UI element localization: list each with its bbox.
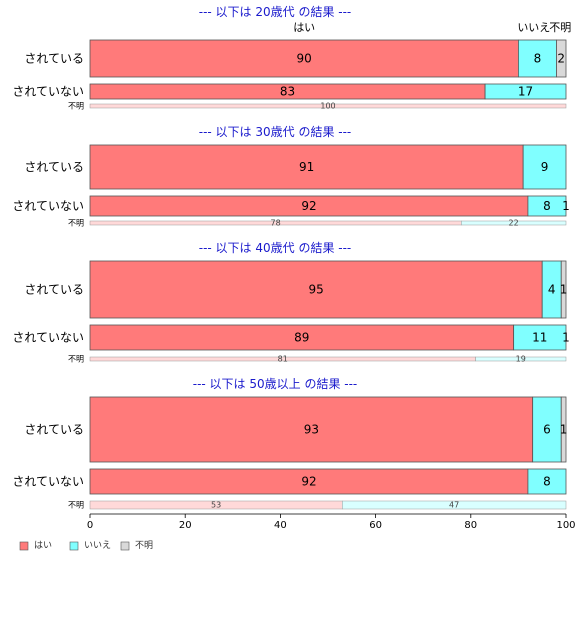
data-label: 1 [560, 423, 568, 437]
legend-swatch [19, 541, 29, 551]
data-label: 8 [534, 52, 542, 66]
data-label: 8 [543, 475, 551, 489]
legend-label: いいえ [84, 540, 111, 551]
data-label: 89 [294, 331, 309, 345]
data-label: 17 [518, 85, 533, 99]
bar-segment [89, 260, 543, 319]
data-label: 6 [543, 423, 551, 437]
data-label: 19 [516, 355, 526, 364]
bar-segment [484, 83, 567, 100]
x-tick-label: 20 [179, 520, 192, 531]
data-label: 92 [301, 199, 316, 213]
bar-segment [89, 103, 567, 109]
x-tick-label: 100 [556, 520, 575, 531]
data-label: 83 [280, 85, 295, 99]
data-label: 81 [278, 355, 288, 364]
category-label: されていない [12, 85, 84, 99]
category-label: 不明 [68, 102, 84, 111]
bar-segment [560, 260, 567, 319]
bar-segment [89, 39, 519, 78]
x-tick-label: 40 [274, 520, 287, 531]
legend-label: 不明 [135, 540, 153, 551]
data-label: 47 [449, 501, 459, 510]
x-tick-label: 80 [464, 520, 477, 531]
legend-swatch [69, 541, 79, 551]
top-series-label: 不明 [549, 21, 571, 34]
data-label: 92 [301, 475, 316, 489]
data-label: 1 [560, 283, 568, 297]
group-title: --- 以下は 50歳以上 の結果 --- [193, 377, 358, 391]
bar-segment [527, 195, 567, 217]
category-label: されている [24, 160, 84, 174]
x-tick-label: 0 [87, 520, 93, 531]
group-title: --- 以下は 20歳代 の結果 --- [199, 5, 352, 19]
legend-swatch [120, 541, 130, 551]
legend-label: はい [34, 540, 52, 551]
bar-segment [556, 39, 567, 78]
bar-segment [89, 468, 529, 495]
x-tick-label: 60 [369, 520, 382, 531]
data-label: 8 [543, 199, 551, 213]
bar-segment [513, 324, 567, 351]
category-label: されている [24, 423, 84, 437]
category-label: されている [24, 283, 84, 297]
data-label: 9 [541, 160, 549, 174]
category-label: されている [24, 52, 84, 66]
data-label: 78 [271, 219, 281, 228]
bar-segment [89, 396, 534, 463]
data-label: 1 [562, 331, 570, 345]
data-label: 93 [304, 423, 319, 437]
category-label: されていない [12, 331, 84, 345]
category-label: されていない [12, 475, 84, 489]
data-label: 91 [299, 160, 314, 174]
category-label: 不明 [68, 501, 84, 510]
category-label: されていない [12, 199, 84, 213]
data-label: 53 [211, 501, 221, 510]
bar-segment [461, 220, 567, 226]
data-label: 2 [557, 52, 565, 66]
bar-segment [522, 144, 567, 190]
bar-segment [527, 468, 567, 495]
group-title: --- 以下は 40歳代 の結果 --- [199, 241, 352, 255]
data-label: 100 [320, 102, 335, 111]
category-label: 不明 [68, 355, 84, 364]
bar-segment [518, 39, 557, 78]
data-label: 4 [548, 283, 556, 297]
top-series-label: いいえ [517, 21, 550, 34]
group-title: --- 以下は 30歳代 の結果 --- [199, 125, 352, 139]
bar-segment [89, 324, 515, 351]
data-label: 90 [297, 52, 312, 66]
bar-segment [89, 144, 524, 190]
bar-segment [560, 396, 567, 463]
category-label: 不明 [68, 219, 84, 228]
data-label: 22 [509, 219, 519, 228]
data-label: 11 [532, 331, 547, 345]
bar-segment [342, 500, 567, 510]
data-label: 1 [562, 199, 570, 213]
data-label: 95 [308, 283, 323, 297]
top-series-label: はい [293, 21, 315, 34]
bar-segment [475, 356, 567, 362]
